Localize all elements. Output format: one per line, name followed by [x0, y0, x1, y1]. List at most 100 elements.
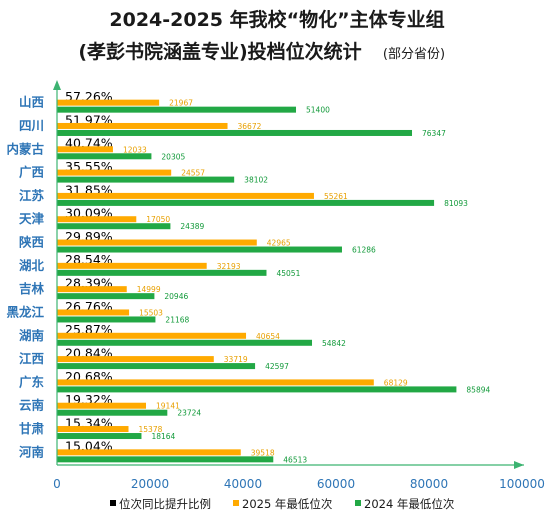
category-label: 广西: [19, 165, 44, 180]
bar-2024: [57, 269, 267, 276]
bar-2025: [57, 332, 247, 339]
data-label-2024: 46513: [283, 455, 307, 464]
data-label-2025: 32193: [217, 262, 241, 271]
legend-label: 2025 年最低位次: [242, 497, 333, 511]
bar-2025: [57, 169, 172, 176]
category-label: 河南: [19, 444, 45, 459]
bar-2025: [57, 449, 241, 456]
bar-2024: [57, 176, 235, 183]
x-tick-label: 0: [53, 477, 61, 491]
bar-2024: [57, 293, 155, 300]
x-tick-label: 40000: [224, 477, 262, 491]
x-axis: 0 20000 40000 60000 80000 100000: [53, 80, 545, 491]
bar-2024: [57, 363, 256, 370]
category-label: 四川: [19, 118, 44, 133]
bar-2024: [57, 223, 171, 230]
bar-2025: [57, 379, 374, 386]
category-label: 天津: [19, 211, 45, 226]
data-label-2025: 12033: [123, 145, 147, 154]
bar-2025: [57, 99, 160, 106]
data-label-2025: 21967: [169, 99, 193, 108]
data-label-2024: 85894: [466, 385, 490, 394]
bar-2024: [57, 106, 297, 113]
data-label-2025: 19141: [156, 402, 180, 411]
data-label-2024: 54842: [322, 339, 346, 348]
bar-2024: [57, 246, 342, 253]
data-label-2025: 14999: [137, 285, 161, 294]
data-label-2025: 24557: [181, 169, 205, 178]
x-tick-label: 80000: [410, 477, 448, 491]
bar-2025: [57, 356, 214, 363]
legend-swatch: [110, 500, 116, 506]
data-label-2024: 23724: [177, 409, 201, 418]
data-label-2025: 17050: [146, 215, 170, 224]
data-label-2024: 21168: [165, 315, 189, 324]
x-tick-label: 60000: [317, 477, 355, 491]
category-label: 广东: [19, 374, 45, 389]
legend-item-3: 2024 年最低位次: [355, 497, 455, 511]
bar-2025: [57, 262, 207, 269]
legend-item-1: 位次同比提升比例: [110, 497, 211, 511]
bar-2025: [57, 426, 129, 433]
chart-title-line2: (孝彭书院涵盖专业)投档位次统计: [78, 40, 361, 63]
bar-2025: [57, 122, 228, 129]
category-label: 湖南: [19, 328, 45, 343]
chart-title-line1: 2024-2025 年我校“物化”主体专业组: [109, 8, 444, 31]
bar-2025: [57, 216, 137, 223]
x-tick-label: 100000: [499, 477, 545, 491]
data-label-2025: 33719: [224, 355, 248, 364]
data-label-2025: 36672: [238, 122, 262, 131]
category-label: 黑龙江: [6, 304, 44, 319]
bar-2024: [57, 339, 313, 346]
data-label-2025: 42965: [267, 239, 291, 248]
data-label-2025: 68129: [384, 378, 408, 387]
data-label-2025: 15378: [139, 425, 163, 434]
data-label-2025: 15503: [139, 308, 163, 317]
bar-2025: [57, 309, 130, 316]
legend-swatch: [233, 500, 239, 506]
data-label-2025: 40654: [256, 332, 280, 341]
bar-2024: [57, 153, 152, 160]
data-label-2024: 20305: [161, 152, 185, 161]
data-label-2024: 42597: [265, 362, 289, 371]
data-label-2024: 20946: [164, 292, 188, 301]
bar-2024: [57, 386, 457, 393]
legend-label: 位次同比提升比例: [119, 497, 211, 511]
category-label: 江苏: [19, 188, 45, 203]
bar-2024: [57, 456, 274, 463]
data-label-2025: 39518: [251, 448, 275, 457]
bar-2025: [57, 239, 257, 246]
bar-2024: [57, 316, 156, 323]
chart-title-note: (部分省份): [383, 47, 445, 62]
data-label-2024: 81093: [444, 199, 468, 208]
category-label: 内蒙古: [6, 141, 44, 156]
bar-2025: [57, 146, 113, 153]
data-label-2024: 38102: [244, 176, 268, 185]
category-label: 陕西: [19, 235, 44, 250]
category-label: 湖北: [19, 258, 45, 273]
legend: 位次同比提升比例 2025 年最低位次 2024 年最低位次: [110, 497, 455, 511]
x-axis-arrow: [514, 461, 524, 469]
data-label-2024: 24389: [180, 222, 204, 231]
y-axis-arrow: [53, 80, 61, 90]
bar-2024: [57, 129, 413, 136]
category-label: 云南: [19, 398, 45, 413]
x-tick-label: 20000: [131, 477, 169, 491]
category-label: 甘肃: [19, 421, 45, 436]
